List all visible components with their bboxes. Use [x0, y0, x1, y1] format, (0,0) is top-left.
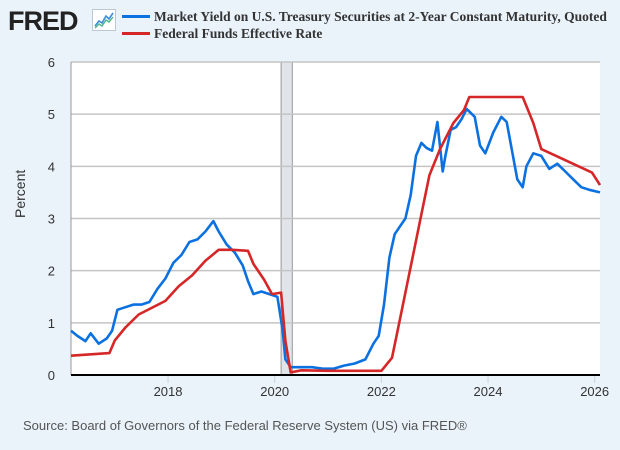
source-note: Source: Board of Governors of the Federa…	[23, 418, 467, 433]
chart-legend: Market Yield on U.S. Treasury Securities…	[122, 8, 607, 42]
series-line-fed-funds[interactable]	[70, 95, 602, 374]
trend-chart-icon	[92, 9, 116, 31]
x-tick-label: 2022	[367, 384, 396, 399]
y-tick-label: 0	[48, 368, 55, 383]
y-tick-label: 2	[48, 264, 55, 279]
legend-item-fed-funds[interactable]: Federal Funds Effective Rate	[122, 25, 607, 42]
x-tick-label: 2024	[474, 384, 503, 399]
legend-swatch-blue	[122, 15, 150, 18]
x-tick-label: 2018	[154, 384, 183, 399]
legend-label: Federal Funds Effective Rate	[154, 25, 323, 41]
x-tick-label: 2026	[580, 384, 609, 399]
legend-swatch-red	[122, 32, 150, 35]
y-tick-label: 5	[48, 107, 55, 122]
y-tick-label: 3	[48, 212, 55, 227]
legend-item-treasury-2yr[interactable]: Market Yield on U.S. Treasury Securities…	[122, 8, 607, 25]
y-tick-label: 1	[48, 316, 55, 331]
fred-logo[interactable]: FRED	[8, 6, 78, 36]
x-tick-label: 2020	[260, 384, 289, 399]
series-line-treasury-2yr[interactable]	[70, 107, 601, 371]
legend-label: Market Yield on U.S. Treasury Securities…	[154, 8, 607, 24]
y-tick-label: 6	[48, 55, 55, 70]
y-tick-label: 4	[48, 159, 55, 174]
